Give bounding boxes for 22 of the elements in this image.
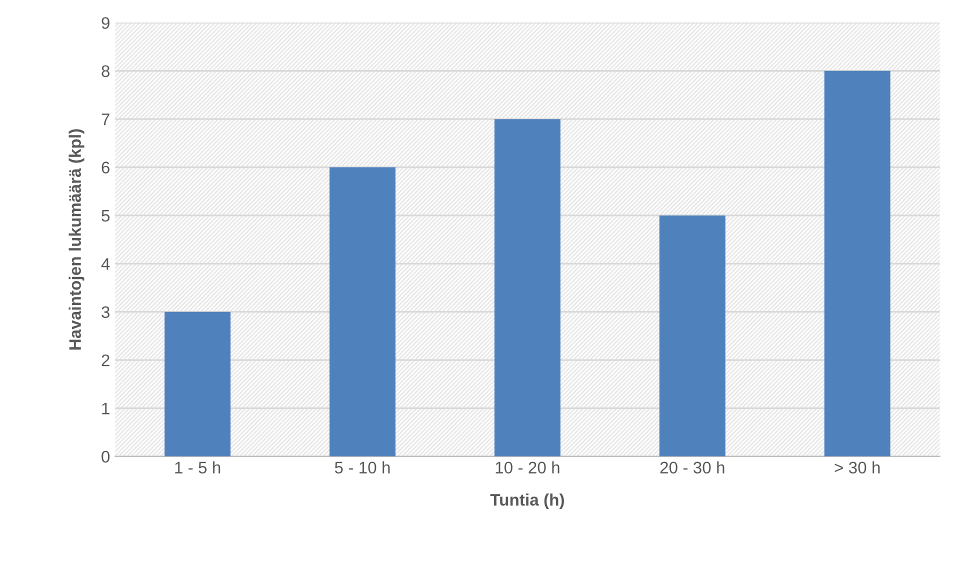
bar xyxy=(330,167,396,456)
y-tick-label: 7 xyxy=(102,114,110,126)
x-tick-label: 1 - 5 h xyxy=(175,461,220,474)
bar xyxy=(824,70,890,456)
bar xyxy=(659,215,726,456)
bar xyxy=(164,312,231,456)
x-tick-label: > 30 h xyxy=(834,461,880,474)
y-tick-label: 6 xyxy=(102,162,110,174)
x-axis-title: Tuntia (h) xyxy=(490,494,564,510)
y-tick-label: 1 xyxy=(102,402,110,414)
y-tick-label: 0 xyxy=(102,450,110,463)
y-axis-title: Havaintojen lukumäärä (kpl) xyxy=(68,129,84,350)
x-tick-label: 5 - 10 h xyxy=(334,461,390,474)
x-tick-label: 20 - 30 h xyxy=(660,461,724,474)
bar xyxy=(494,119,560,456)
x-tick-label: 10 - 20 h xyxy=(496,461,560,474)
y-tick-label: 4 xyxy=(101,258,110,270)
y-tick-label: 5 xyxy=(102,210,110,222)
y-tick-label: 8 xyxy=(102,65,110,78)
y-tick-label: 9 xyxy=(102,17,110,29)
y-tick-label: 3 xyxy=(102,306,110,318)
y-tick-label: 2 xyxy=(102,354,110,366)
